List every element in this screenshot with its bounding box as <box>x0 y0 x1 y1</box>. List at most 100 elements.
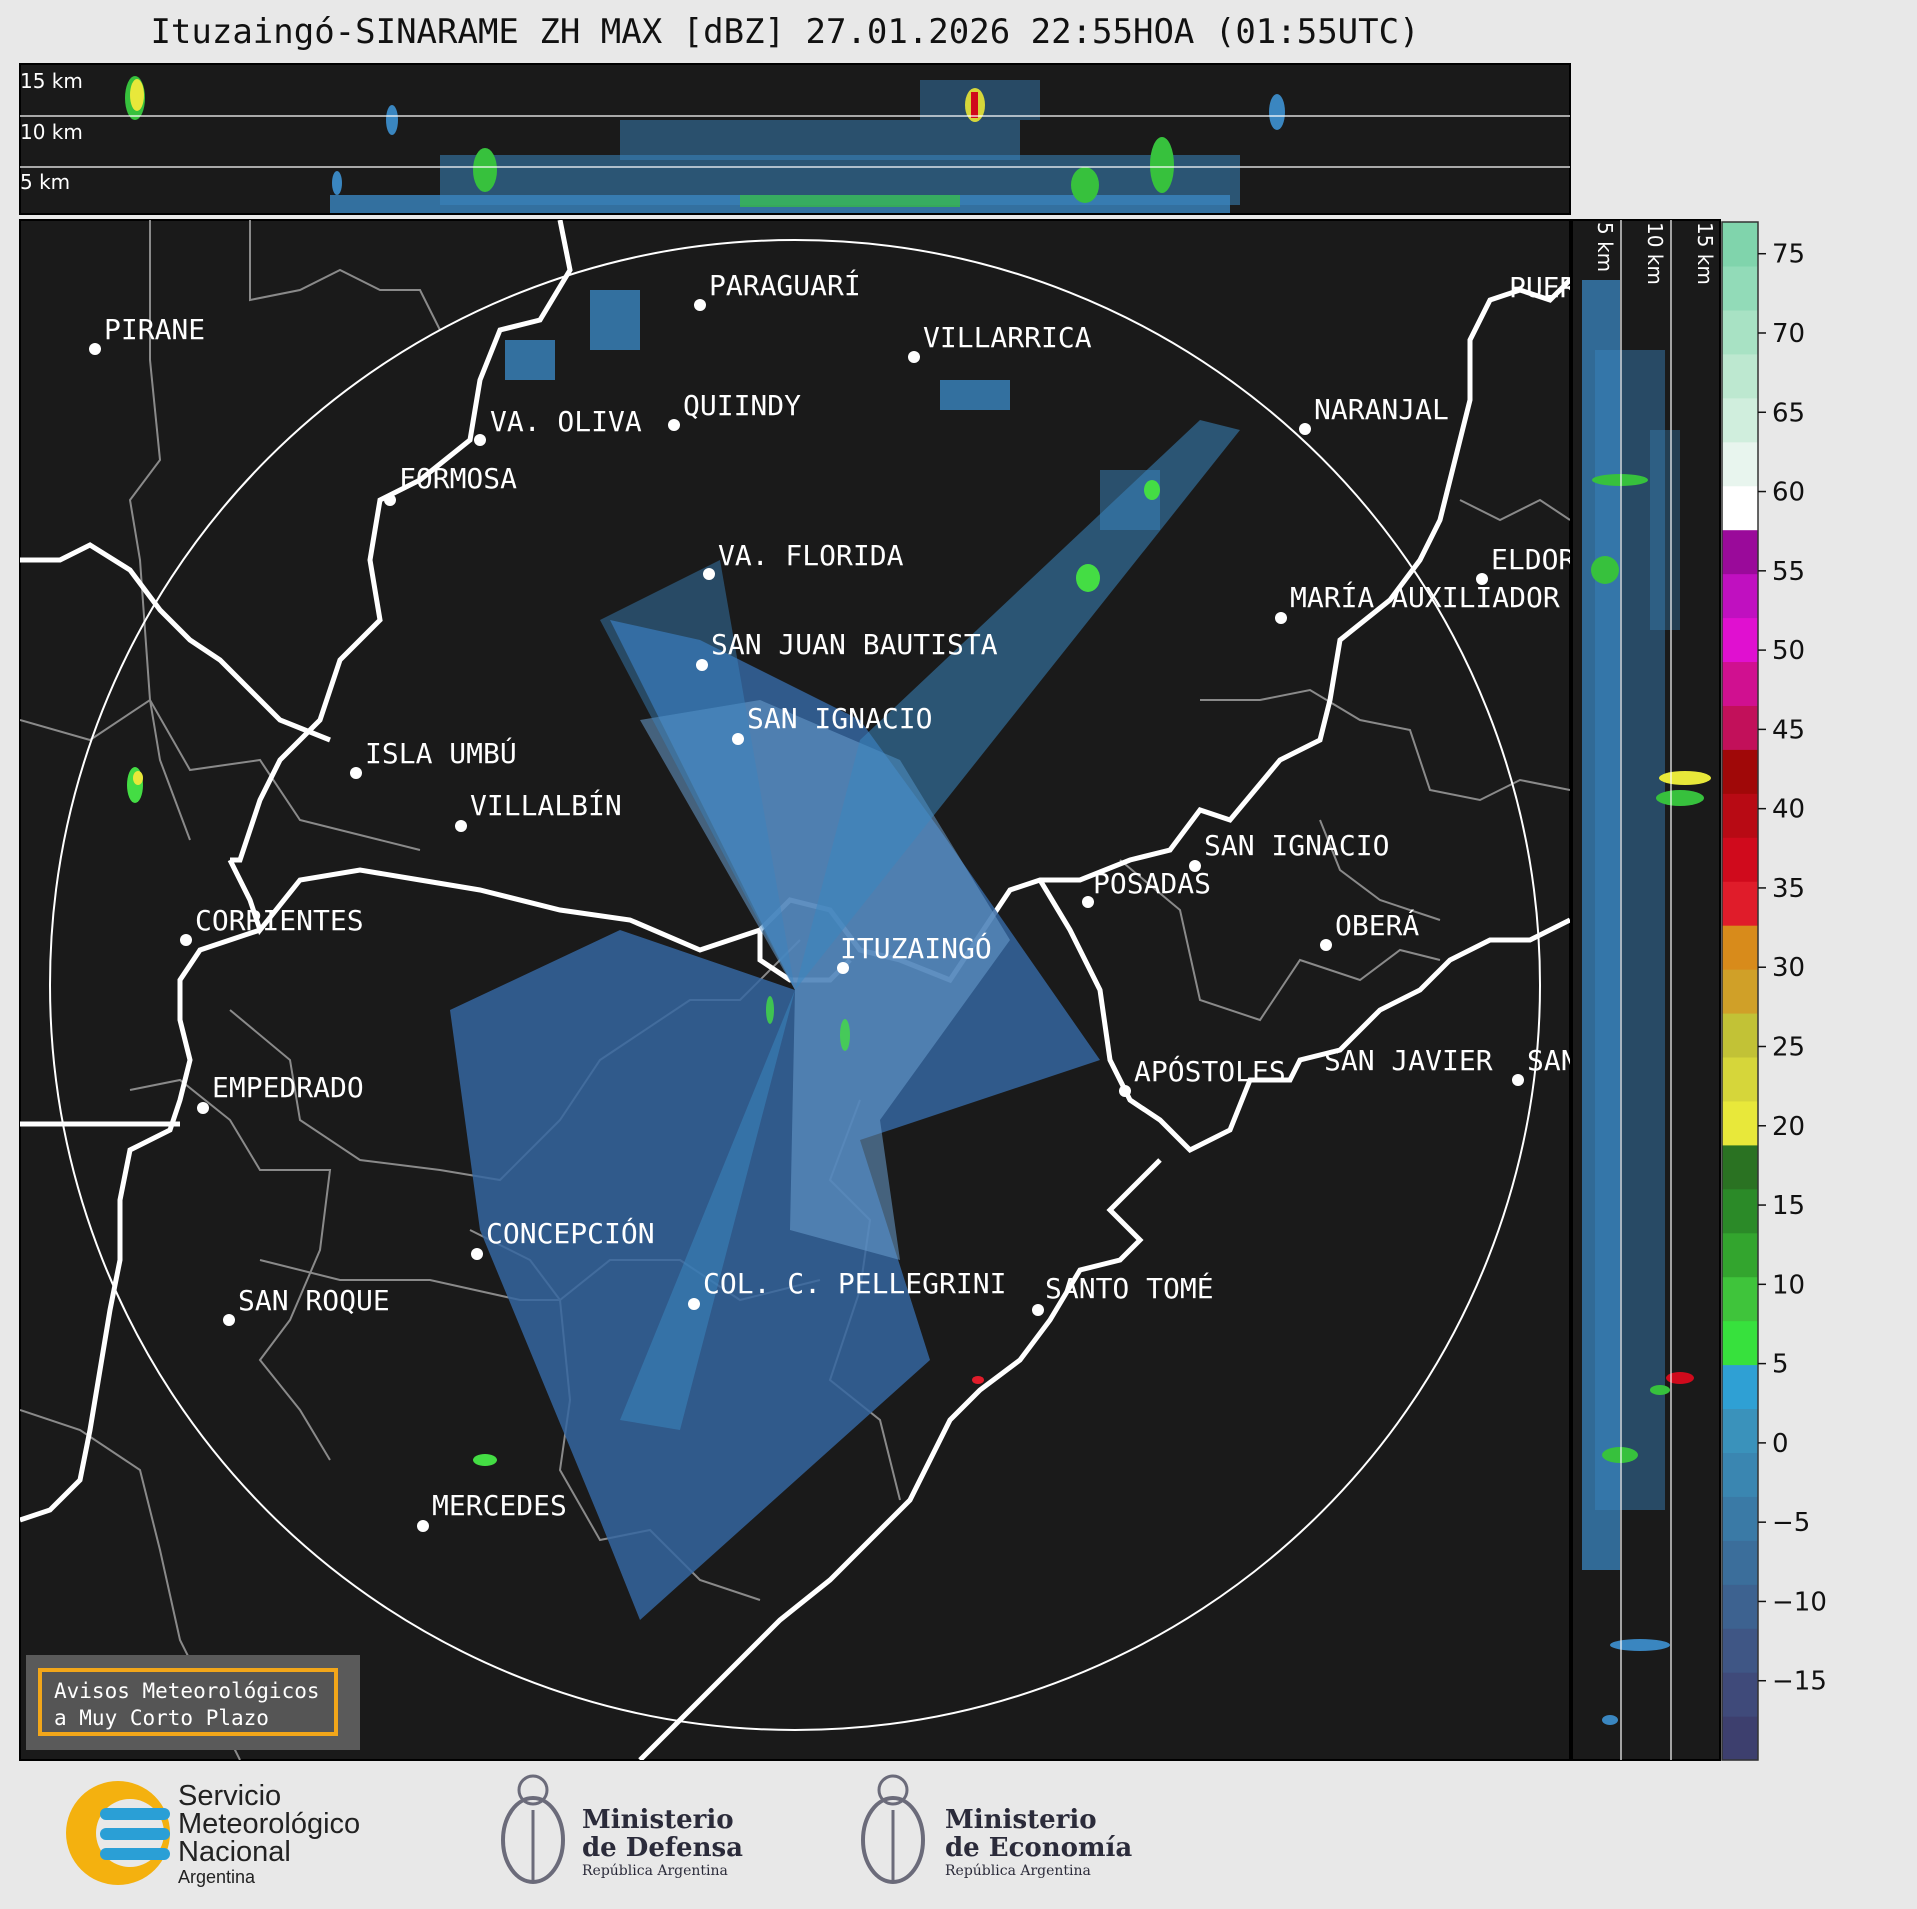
colorbar-swatch <box>1722 661 1758 706</box>
colorbar-swatch <box>1722 1584 1758 1629</box>
colorbar-swatch <box>1722 1276 1758 1322</box>
colorbar-swatch <box>1722 1628 1758 1673</box>
city-dots <box>89 299 1524 1532</box>
range-ring <box>49 239 1541 1731</box>
colorbar-swatch <box>1722 837 1758 882</box>
city-label-posadas: POSADAS <box>1093 867 1211 900</box>
main-map: PARAGUARÍ PIRANE VILLARRICA QUIINDY VA. … <box>19 219 1577 1761</box>
smn-logo-wave-icon <box>100 1808 170 1820</box>
city-label-quiindy: QUIINDY <box>683 389 801 422</box>
notice-box[interactable]: Avisos Meteorológicos a Muy Corto Plazo <box>38 1668 338 1736</box>
defensa-logo-text: Ministerio de Defensa República Argentin… <box>582 1806 743 1880</box>
colorbar-swatch <box>1722 925 1758 970</box>
side-15km-label: 15 km <box>1693 222 1717 285</box>
colorbar-swatch <box>1722 397 1758 443</box>
colorbar-tick-label: 40 <box>1772 795 1805 825</box>
colorbar-swatch <box>1722 222 1758 267</box>
colorbar-swatch <box>1722 1012 1758 1058</box>
notice-line1: Avisos Meteorológicos <box>54 1679 320 1703</box>
colorbar-swatch <box>1722 1496 1758 1541</box>
city-label-isla-umbu: ISLA UMBÚ <box>365 736 517 770</box>
colorbar-swatch <box>1722 529 1758 575</box>
city-label-naranjal: NARANJAL <box>1314 393 1449 426</box>
colorbar-swatch <box>1722 441 1758 487</box>
colorbar-swatches <box>1722 222 1758 1761</box>
map-title: Ituzaingó-SINARAME ZH MAX [dBZ] 27.01.20… <box>150 12 1420 52</box>
radar-echoes <box>127 290 1240 1620</box>
colorbar-swatch <box>1722 1320 1758 1366</box>
economia-logo-text: Ministerio de Economía República Argenti… <box>945 1806 1132 1880</box>
top-15km-label: 15 km <box>20 69 83 93</box>
colorbar-swatch <box>1722 1232 1758 1278</box>
city-label-mercedes: MERCEDES <box>432 1489 567 1522</box>
city-label-san-ignacio-ar: SAN IGNACIO <box>1204 829 1389 862</box>
city-label-villarrica: VILLARRICA <box>923 321 1092 354</box>
colorbar-swatch <box>1722 749 1758 794</box>
colorbar-swatch <box>1722 1364 1758 1410</box>
side-panel-echoes <box>1582 280 1711 1725</box>
colorbar-swatch <box>1722 617 1758 663</box>
city-label-ituzaingo: ITUZAINGÓ <box>840 931 992 965</box>
colorbar-swatch <box>1722 1188 1758 1234</box>
economia-line2: de Economía <box>945 1833 1133 1863</box>
smn-line2: Meteorológico <box>178 1808 361 1840</box>
colorbar-tick-label: 55 <box>1772 557 1805 587</box>
top-10km-label: 10 km <box>20 120 83 144</box>
colorbar-tick-label: −5 <box>1772 1508 1810 1538</box>
economia-line1: Ministerio <box>945 1805 1097 1835</box>
economia-line3: República Argentina <box>945 1863 1091 1879</box>
colorbar-tick-label: 20 <box>1772 1112 1805 1142</box>
smn-line4: Argentina <box>178 1867 256 1887</box>
city-label-maria-auxiliador: MARÍA AUXILIADOR <box>1290 580 1560 614</box>
colorbar-tick-label: 45 <box>1772 715 1805 745</box>
colorbar-tick-label: 10 <box>1772 1270 1805 1300</box>
colorbar-tick-label: −10 <box>1772 1587 1827 1617</box>
city-label-empedrado: EMPEDRADO <box>212 1071 364 1104</box>
city-label-va-oliva: VA. OLIVA <box>490 405 642 438</box>
city-label-formosa: FORMOSA <box>399 462 517 495</box>
city-label-apostoles: APÓSTOLES <box>1134 1054 1286 1088</box>
city-label-concepcion: CONCEPCIÓN <box>486 1216 655 1250</box>
colorbar-swatch <box>1722 309 1758 355</box>
colorbar-swatch <box>1722 1716 1758 1761</box>
colorbar-tick-label: 65 <box>1772 398 1805 428</box>
colorbar-swatch <box>1722 1144 1758 1190</box>
smn-line3: Nacional <box>178 1836 291 1868</box>
side-5km-label: 5 km <box>1593 222 1617 272</box>
colorbar-swatch <box>1722 1056 1758 1102</box>
colorbar-swatch <box>1722 1452 1758 1497</box>
colorbar-swatch <box>1722 1540 1758 1585</box>
colorbar-tick-label: 30 <box>1772 953 1805 983</box>
economia-seal-icon <box>861 1774 925 1884</box>
defensa-line1: Ministerio <box>582 1805 734 1835</box>
colorbar-swatch <box>1722 969 1758 1014</box>
top-panel-echoes <box>125 76 1285 213</box>
city-label-va-florida: VA. FLORIDA <box>718 539 904 572</box>
defensa-line3: República Argentina <box>582 1863 728 1879</box>
colorbar-tick-label: 70 <box>1772 319 1805 349</box>
side-10km-label: 10 km <box>1643 222 1667 285</box>
colorbar-tick-label: 75 <box>1772 240 1805 270</box>
colorbar-swatch <box>1722 485 1758 531</box>
city-label-paraguari: PARAGUARÍ <box>709 268 861 302</box>
city-label-puer: PUER <box>1509 271 1577 304</box>
city-labels: PARAGUARÍ PIRANE VILLARRICA QUIINDY VA. … <box>104 268 1577 1522</box>
top-height-panel: 15 km 10 km 5 km <box>19 63 1571 215</box>
colorbar-swatch <box>1722 1408 1758 1453</box>
colorbar-swatch <box>1722 353 1758 399</box>
city-label-villalbin: VILLALBÍN <box>470 788 622 822</box>
colorbar-swatch <box>1722 573 1758 619</box>
smn-logo <box>66 1781 170 1885</box>
colorbar-swatch <box>1722 265 1758 311</box>
colorbar-tick-label: 15 <box>1772 1191 1805 1221</box>
colorbar-tick-label: 60 <box>1772 478 1805 508</box>
colorbar-swatch <box>1722 1672 1758 1717</box>
colorbar-swatch <box>1722 793 1758 838</box>
colorbar-tick-label: 5 <box>1772 1350 1789 1380</box>
colorbar-tick-label: 0 <box>1772 1429 1789 1459</box>
colorbar-tick-label: 50 <box>1772 636 1805 666</box>
side-height-panel: 5 km 10 km 15 km <box>1571 219 1721 1761</box>
